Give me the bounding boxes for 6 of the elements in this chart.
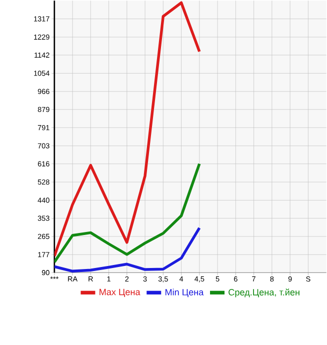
line-series xyxy=(54,1,202,258)
legend-label: Сред.Цена, т.йен xyxy=(228,288,300,298)
legend-label: Min Цена xyxy=(166,288,204,298)
line-series xyxy=(54,226,202,273)
legend-label: Max Цена xyxy=(100,288,141,297)
line-series xyxy=(54,162,202,264)
